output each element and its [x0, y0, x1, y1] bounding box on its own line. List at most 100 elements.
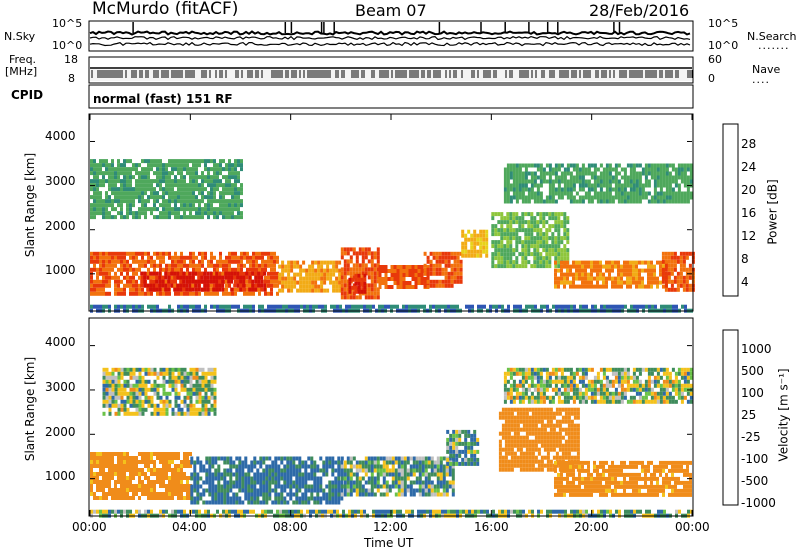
heatmap-cell: [261, 251, 264, 256]
heatmap-cell: [253, 496, 257, 501]
heatmap-cell: [177, 484, 180, 488]
heatmap-cell: [96, 456, 99, 460]
heatmap-cell: [519, 304, 522, 309]
heatmap-cell: [159, 484, 162, 488]
heatmap-cell: [504, 455, 508, 460]
heatmap-cell: [473, 229, 477, 234]
heatmap-cell: [171, 472, 174, 476]
heatmap-cell: [546, 407, 550, 412]
heatmap-cell: [171, 183, 174, 188]
heatmap-cell: [623, 195, 627, 200]
heatmap-cell: [516, 304, 519, 309]
heatmap-cell: [186, 187, 189, 192]
heatmap-cell: [277, 476, 281, 481]
heatmap-cell: [251, 283, 255, 288]
heatmap-cell: [258, 263, 261, 268]
heatmap-cell: [223, 500, 227, 505]
heatmap-cell: [385, 492, 389, 497]
heatmap-cell: [260, 271, 264, 276]
heatmap-cell: [509, 212, 513, 217]
heatmap-cell: [201, 159, 204, 164]
heatmap-cell: [198, 263, 201, 268]
heatmap-cell: [90, 179, 93, 184]
heatmap-cell: [346, 267, 350, 272]
heatmap-cell: [108, 492, 111, 496]
heatmap-cell: [313, 500, 317, 505]
heatmap-cell: [509, 195, 513, 200]
heatmap-cell: [227, 275, 231, 280]
heatmap-cell: [382, 468, 386, 473]
heatmap-cell: [414, 265, 418, 269]
heatmap-cell: [536, 248, 540, 253]
heatmap-cell: [204, 167, 207, 172]
heatmap-cell: [276, 279, 279, 284]
heatmap-cell: [155, 275, 159, 280]
heatmap-cell: [400, 480, 404, 485]
heatmap-cell: [570, 407, 574, 412]
heatmap-cell: [653, 167, 657, 172]
heatmap-cell: [129, 191, 132, 196]
heatmap-cell: [180, 179, 183, 184]
heatmap-cell: [317, 268, 321, 273]
heatmap-cell: [180, 259, 183, 264]
heatmap-cell: [123, 283, 126, 288]
heatmap-cell: [530, 195, 534, 200]
heatmap-cell: [542, 232, 546, 237]
heatmap-cell: [552, 431, 556, 436]
heatmap-cell: [123, 175, 126, 180]
heatmap-cell: [90, 484, 93, 488]
heatmap-cell: [195, 183, 198, 188]
heatmap-cell: [247, 468, 251, 473]
heatmap-cell: [506, 220, 510, 225]
heatmap-cell: [602, 183, 606, 188]
heatmap-cell: [557, 472, 560, 477]
heatmap-cell: [390, 285, 394, 289]
heatmap-cell: [171, 255, 174, 260]
heatmap-cell: [656, 284, 659, 289]
heatmap-cell: [99, 304, 102, 309]
heatmap-cell: [555, 451, 559, 456]
heatmap-cell: [263, 283, 267, 288]
heatmap-cell: [436, 472, 440, 477]
heatmap-cell: [129, 175, 132, 180]
heatmap-cell: [188, 271, 192, 276]
heatmap-cell: [210, 175, 213, 180]
heatmap-cell: [397, 456, 401, 461]
heatmap-cell: [667, 267, 671, 272]
heatmap-cell: [527, 260, 531, 265]
heatmap-cell: [676, 275, 680, 280]
heatmap-cell: [155, 283, 159, 288]
heatmap-cell: [168, 175, 171, 180]
heatmap-cell: [570, 411, 574, 416]
heatmap-cell: [340, 492, 344, 497]
heatmap-cell: [228, 159, 231, 164]
heatmap-cell: [314, 272, 318, 277]
heatmap-cell: [417, 269, 421, 273]
heatmap-cell: [552, 411, 556, 416]
heatmap-cell: [363, 289, 367, 294]
heatmap-cell: [473, 453, 477, 458]
heatmap-cell: [96, 175, 99, 180]
heatmap-cell: [265, 500, 269, 505]
heatmap-cell: [442, 476, 446, 481]
heatmap-cell: [609, 304, 612, 309]
heatmap-cell: [108, 488, 111, 492]
heatmap-cell: [126, 271, 129, 276]
heatmap-cell: [459, 267, 463, 272]
heatmap-cell: [210, 195, 213, 200]
heatmap-cell: [238, 472, 242, 477]
heatmap-cell: [570, 423, 574, 428]
heatmap-cell: [593, 183, 597, 188]
heatmap-cell: [105, 215, 108, 220]
heatmap-cell: [150, 263, 153, 268]
heatmap-cell: [536, 220, 540, 225]
heatmap-cell: [183, 488, 186, 492]
heatmap-cell: [387, 277, 391, 281]
heatmap-cell: [567, 423, 571, 428]
heatmap-cell: [129, 179, 132, 184]
heatmap-cell: [173, 279, 177, 284]
heatmap-cell: [620, 167, 624, 172]
heatmap-cell: [153, 279, 156, 284]
heatmap-cell: [567, 447, 571, 452]
heatmap-cell: [473, 433, 477, 438]
